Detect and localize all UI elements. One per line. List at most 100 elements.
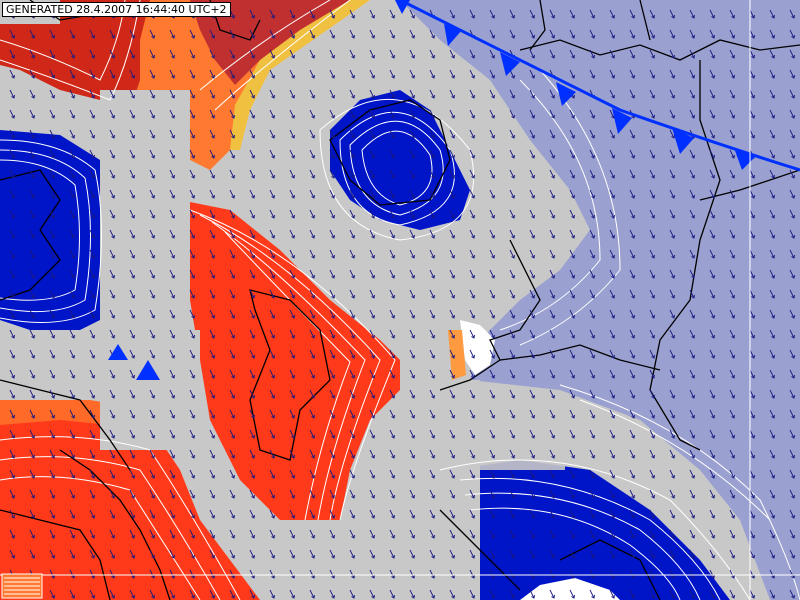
wind-arrow-head-icon	[731, 254, 735, 259]
wind-arrow-head-icon	[131, 74, 135, 79]
wind-arrow-head-icon	[131, 534, 135, 539]
wind-arrow-head-icon	[671, 374, 675, 379]
wind-arrow-icon	[509, 269, 515, 279]
wind-arrow-icon	[129, 589, 135, 599]
wind-arrow-head-icon	[671, 514, 675, 519]
wind-arrow-head-icon	[451, 14, 455, 19]
wind-arrow-head-icon	[531, 374, 535, 379]
wind-arrow-icon	[189, 329, 195, 339]
wind-arrow-icon	[309, 449, 315, 459]
wind-arrow-head-icon	[631, 154, 635, 159]
wind-arrow-head-icon	[671, 394, 675, 399]
wind-arrow-icon	[409, 549, 415, 559]
wind-arrow-head-icon	[191, 294, 195, 299]
wind-arrow-head-icon	[251, 574, 255, 579]
wind-arrow-icon	[89, 89, 95, 99]
wind-arrow-icon	[529, 489, 535, 499]
wind-arrow-head-icon	[571, 314, 575, 319]
wind-arrow-head-icon	[51, 354, 55, 359]
wind-arrow-icon	[549, 229, 555, 239]
wind-arrow-head-icon	[231, 154, 235, 159]
wind-arrow-head-icon	[491, 154, 495, 159]
wind-arrow-icon	[309, 369, 315, 379]
wind-arrow-head-icon	[511, 134, 515, 139]
wind-arrow-icon	[229, 329, 235, 339]
wind-arrow-head-icon	[551, 174, 555, 179]
wind-arrow-head-icon	[411, 34, 415, 39]
wind-arrow-icon	[689, 289, 695, 299]
wind-arrow-head-icon	[471, 294, 475, 299]
wind-arrow-icon	[329, 49, 335, 59]
wind-arrow-head-icon	[591, 354, 595, 359]
wind-arrow-head-icon	[231, 134, 235, 139]
wind-arrow-head-icon	[371, 34, 375, 39]
wind-arrow-icon	[389, 249, 395, 259]
wind-arrow-icon	[169, 249, 175, 259]
wind-arrow-icon	[209, 29, 215, 39]
wind-arrow-icon	[289, 309, 295, 319]
wind-arrow-icon	[29, 329, 35, 339]
wind-arrow-head-icon	[711, 154, 715, 159]
wind-arrow-icon	[69, 369, 75, 379]
wind-arrow-head-icon	[571, 554, 575, 559]
wind-arrow-icon	[469, 49, 475, 59]
wind-arrow-head-icon	[631, 234, 635, 239]
wind-arrow-head-icon	[351, 54, 355, 59]
wind-arrow-icon	[629, 129, 635, 139]
wind-arrow-head-icon	[151, 54, 155, 59]
wind-arrow-icon	[29, 549, 35, 559]
wind-arrow-icon	[449, 429, 455, 439]
wind-arrow-head-icon	[791, 514, 795, 519]
wind-arrow-icon	[229, 269, 235, 279]
wind-arrow-icon	[489, 89, 495, 99]
wind-arrow-icon	[649, 169, 655, 179]
wind-arrow-icon	[369, 329, 375, 339]
wind-arrow-icon	[29, 249, 35, 259]
wind-arrow-head-icon	[631, 94, 635, 99]
wind-arrow-head-icon	[451, 534, 455, 539]
wind-arrow-head-icon	[331, 434, 335, 439]
wind-arrow-icon	[269, 69, 275, 79]
wind-arrow-icon	[429, 349, 435, 359]
wind-arrow-head-icon	[411, 254, 415, 259]
wind-arrow-icon	[149, 529, 155, 539]
wind-arrow-head-icon	[471, 494, 475, 499]
wind-arrow-icon	[789, 529, 795, 539]
wind-arrow-icon	[269, 409, 275, 419]
wind-arrow-head-icon	[91, 394, 95, 399]
wind-arrow-head-icon	[311, 194, 315, 199]
wind-arrow-head-icon	[711, 114, 715, 119]
wind-arrow-icon	[649, 29, 655, 39]
wind-arrow-icon	[429, 469, 435, 479]
wind-arrow-head-icon	[431, 454, 435, 459]
wind-arrow-head-icon	[371, 534, 375, 539]
wind-arrow-icon	[249, 269, 255, 279]
wind-arrow-icon	[389, 489, 395, 499]
wind-arrow-head-icon	[291, 54, 295, 59]
wind-arrow-icon	[609, 29, 615, 39]
wind-arrow-head-icon	[91, 374, 95, 379]
wind-arrow-head-icon	[251, 594, 255, 599]
wind-arrow-head-icon	[391, 254, 395, 259]
wind-arrow-icon	[649, 69, 655, 79]
wind-arrow-icon	[709, 529, 715, 539]
wind-arrow-head-icon	[291, 294, 295, 299]
wind-arrow-head-icon	[31, 54, 35, 59]
wind-arrow-head-icon	[411, 554, 415, 559]
wind-arrow-head-icon	[431, 114, 435, 119]
wind-arrow-icon	[89, 209, 95, 219]
wind-arrow-icon	[109, 569, 115, 579]
wind-arrow-icon	[29, 469, 35, 479]
wind-arrow-head-icon	[731, 14, 735, 19]
wind-arrow-head-icon	[671, 254, 675, 259]
wind-arrow-head-icon	[491, 534, 495, 539]
wind-arrow-head-icon	[771, 274, 775, 279]
wind-arrow-icon	[329, 469, 335, 479]
wind-arrow-head-icon	[391, 334, 395, 339]
wind-arrow-icon	[329, 9, 335, 19]
wind-arrow-head-icon	[91, 254, 95, 259]
wind-arrow-head-icon	[11, 34, 15, 39]
wind-arrow-icon	[749, 169, 755, 179]
wind-arrow-icon	[589, 409, 595, 419]
wind-arrow-icon	[409, 329, 415, 339]
